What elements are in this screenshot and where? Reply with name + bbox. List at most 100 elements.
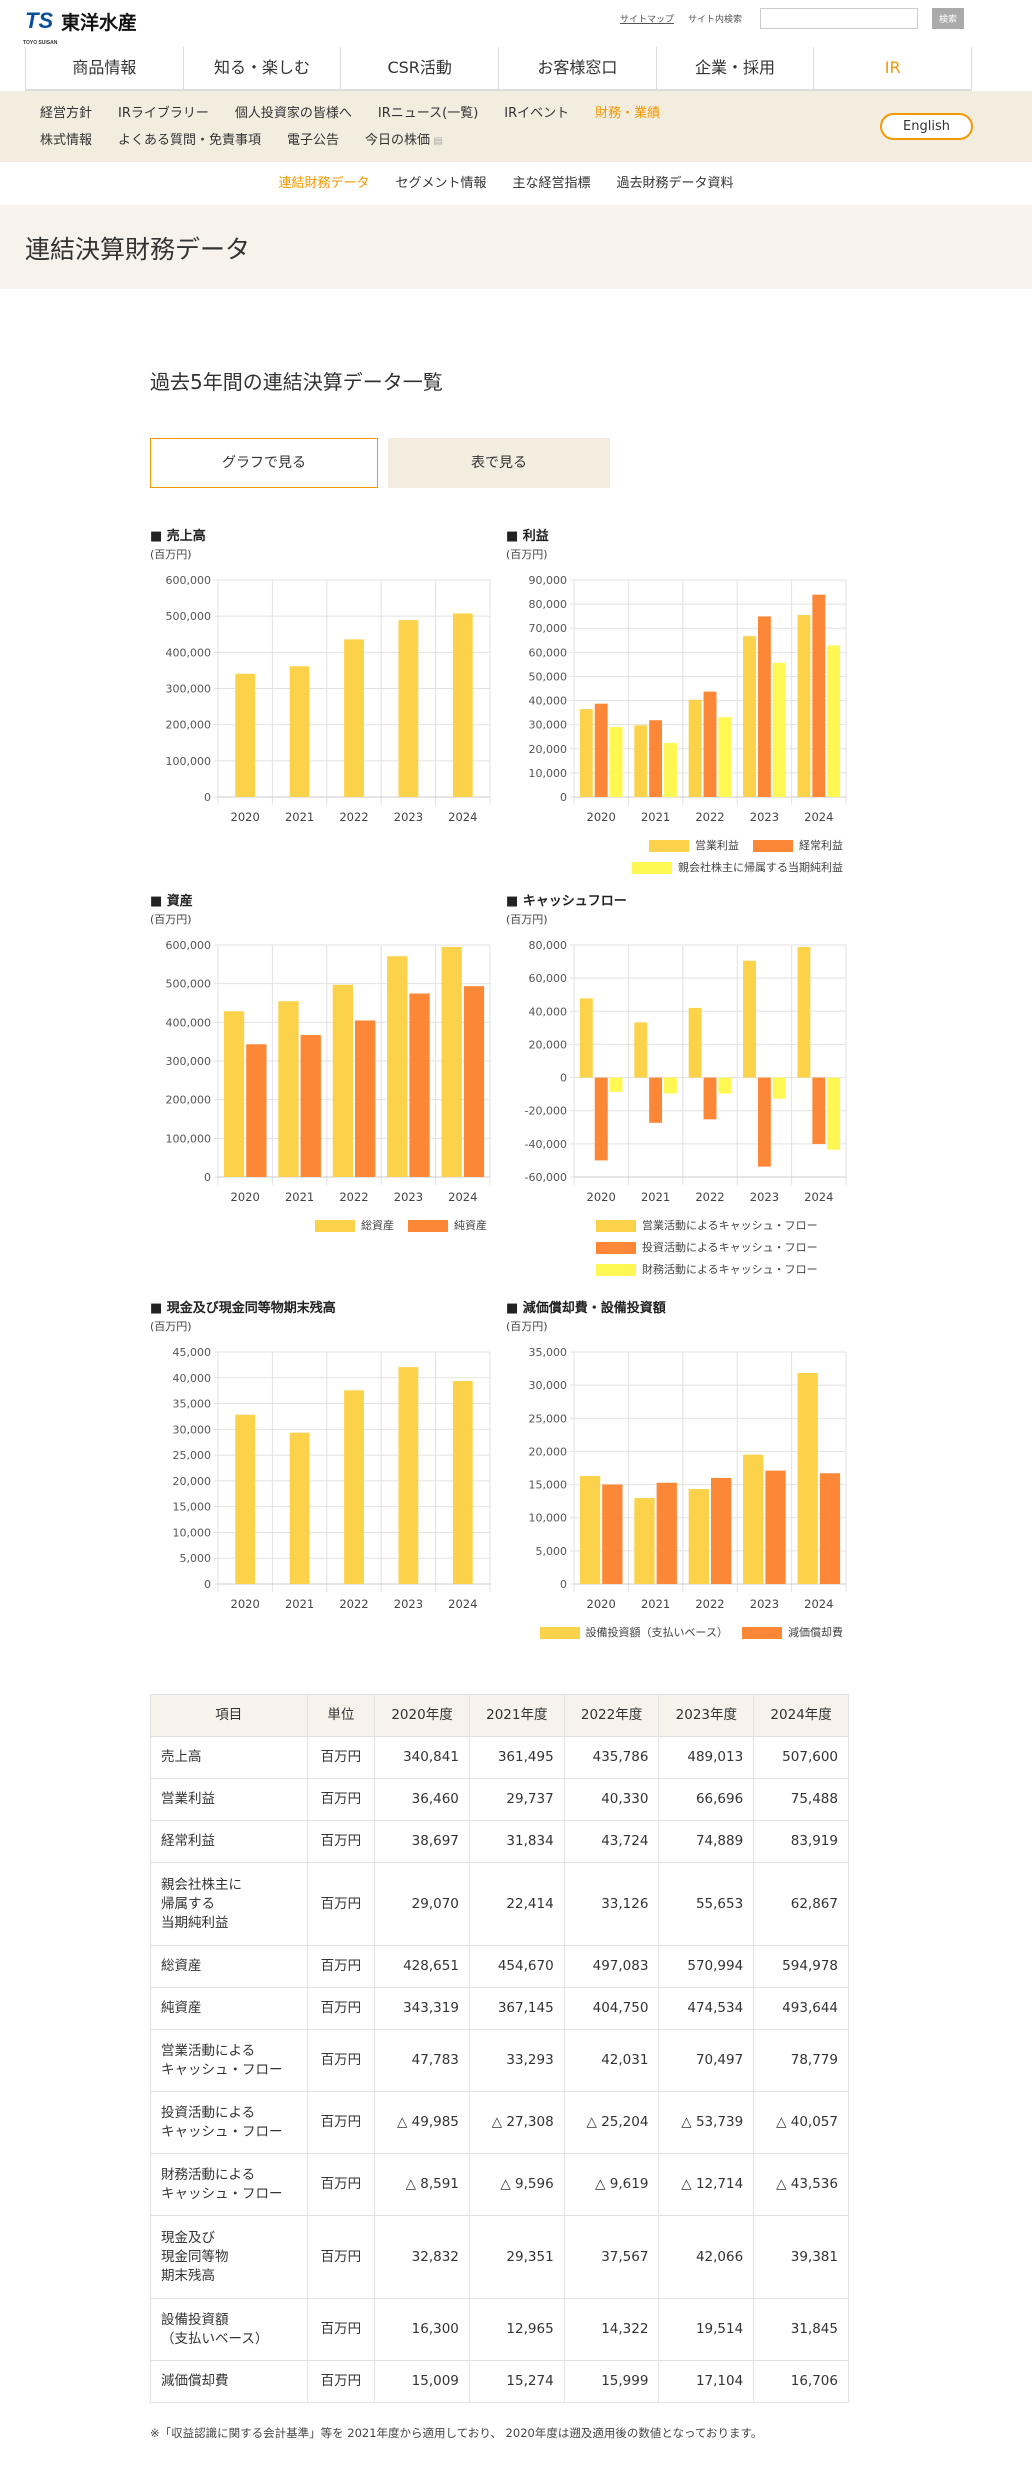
nav-csr[interactable]: CSR活動 <box>340 47 498 89</box>
value-cell: △ 12,714 <box>658 2153 755 2216</box>
bar-sales-2024-0 <box>452 613 473 797</box>
value-cell: 19,514 <box>658 2298 755 2361</box>
nav-ir[interactable]: IR <box>813 47 973 89</box>
x-tick-label: 2020 <box>231 810 260 824</box>
value-cell: 404,750 <box>563 1987 660 2030</box>
x-tick-label: 2022 <box>695 1190 724 1204</box>
search-label: サイト内検索 <box>688 15 743 25</box>
search-input[interactable] <box>760 8 919 29</box>
column-header: 単位 <box>306 1694 376 1737</box>
x-tick-label: 2020 <box>231 1190 260 1204</box>
sitemap-link[interactable]: サイトマップ <box>620 15 675 25</box>
chart-profit: ■ 利益 (百万円) 0 10,000 20,000 30,000 40,000 50,0… <box>506 525 851 875</box>
sales-chart-svg: 0 100,000 200,000 300,000 400,000 500,000 600,… <box>166 574 491 824</box>
chart-title: ■ 減価償却費・設備投資額 <box>506 1301 666 1316</box>
value-cell: 15,009 <box>374 2360 470 2403</box>
value-cell: 43,724 <box>563 1820 660 1863</box>
unit-cell: 百万円 <box>306 2029 376 2092</box>
y-tick-label: 10,000 <box>529 767 568 780</box>
x-tick-label: 2023 <box>750 1597 779 1611</box>
view-graph-button[interactable]: グラフで見る <box>150 438 378 488</box>
nav-products[interactable]: 商品情報 <box>25 47 183 89</box>
table-row: 現金及び 現金同等物 期末残高 百万円 32,832 29,351 37,567 42,0… <box>150 2215 849 2299</box>
value-cell: 367,145 <box>468 1987 565 2030</box>
legend-item: 親会社株主に帰属する当期純利益 <box>632 859 843 875</box>
bar-cashflow-2020-0 <box>579 998 593 1078</box>
value-cell: 22,414 <box>468 1862 565 1946</box>
bar-profit-2021-1 <box>649 720 663 797</box>
value-cell: 343,319 <box>374 1987 470 2030</box>
bar-profit-2022-0 <box>688 699 702 797</box>
y-tick-label: 30,000 <box>529 719 568 732</box>
legend-swatch <box>753 840 793 852</box>
value-cell: 428,651 <box>374 1945 470 1988</box>
subnav-finance[interactable]: 財務・業績 <box>595 106 661 121</box>
bar-capex-2024-1 <box>819 1473 841 1584</box>
view-table-button[interactable]: 表で見る <box>388 438 610 488</box>
value-cell: 16,300 <box>374 2298 470 2361</box>
ir-sub-nav: 経営方針 IRライブラリー 個人投資家の皆様へ IRニュース(一覧) IRイベン… <box>0 91 1032 162</box>
x-tick-label: 2024 <box>804 810 833 824</box>
row-label: 経常利益 <box>150 1820 308 1863</box>
subnav-events[interactable]: IRイベント <box>504 106 570 121</box>
value-cell: 29,737 <box>468 1778 565 1821</box>
y-tick-label: 500,000 <box>166 610 212 623</box>
subnav-stock[interactable]: 株式情報 <box>40 133 93 148</box>
bar-cashflow-2020-2 <box>609 1077 623 1092</box>
subnav-individual[interactable]: 個人投資家の皆様へ <box>234 106 352 121</box>
table-row: 設備投資額 （支払いベース） 百万円 16,300 12,965 14,322 19,51… <box>150 2298 849 2361</box>
table-row: 減価償却費 百万円 15,009 15,274 15,999 17,104 16,706 <box>150 2360 849 2403</box>
value-cell: 55,653 <box>658 1862 755 1946</box>
bar-profit-2024-1 <box>812 594 826 797</box>
table-row: 投資活動による キャッシュ・フロー 百万円 △ 49,985 △ 27,308 △ 25… <box>150 2091 849 2154</box>
nav-company[interactable]: 企業・採用 <box>655 47 814 89</box>
x-tick-label: 2021 <box>285 810 314 824</box>
tab-segment[interactable]: セグメント情報 <box>395 176 487 191</box>
x-tick-label: 2020 <box>587 1597 616 1611</box>
table-header-row: 項目 単位 2020年度 2021年度 2022年度 2023年度 2024年度 <box>150 1694 849 1737</box>
value-cell: 31,845 <box>753 2298 849 2361</box>
column-header: 2021年度 <box>468 1694 565 1737</box>
subnav-faq[interactable]: よくある質問・免責事項 <box>118 133 262 148</box>
logo-name: 東洋水産 <box>61 12 138 34</box>
x-tick-label: 2021 <box>641 1190 670 1204</box>
y-tick-label: 20,000 <box>529 743 568 756</box>
value-cell: 78,779 <box>753 2029 849 2092</box>
y-tick-label: 400,000 <box>166 1016 212 1029</box>
table-row: 親会社株主に 帰属する 当期純利益 百万円 29,070 22,414 33,126 55… <box>150 1862 849 1946</box>
english-button[interactable]: English <box>880 113 973 140</box>
y-tick-label: -40,000 <box>525 1138 567 1151</box>
y-tick-label: 60,000 <box>529 972 568 985</box>
value-cell: 497,083 <box>563 1945 660 1988</box>
table-row: 総資産 百万円 428,651 454,670 497,083 570,994 594,97… <box>150 1945 849 1988</box>
subnav-policy[interactable]: 経営方針 <box>40 106 93 121</box>
subnav-library[interactable]: IRライブラリー <box>118 106 209 121</box>
logo[interactable]: TS TOYO SUISAN 東洋水産 <box>23 8 138 46</box>
x-tick-label: 2022 <box>339 1597 368 1611</box>
bar-cash-2023-0 <box>398 1367 419 1584</box>
search-button[interactable]: 検索 <box>932 8 965 29</box>
subnav-public-notice[interactable]: 電子公告 <box>287 133 340 148</box>
cashflow-chart-svg: -60,000 -40,000 -20,000 0 20,000 40,000 60,000… <box>525 939 847 1204</box>
legend-label: 営業活動によるキャッシュ・フロー <box>642 1219 818 1232</box>
legend-label: 総資産 <box>361 1219 394 1232</box>
tab-indicators[interactable]: 主な経営指標 <box>512 176 591 191</box>
unit-cell: 百万円 <box>306 1945 376 1988</box>
bar-cashflow-2021-0 <box>634 1022 648 1078</box>
value-cell: 39,381 <box>753 2215 849 2299</box>
bar-capex-2021-0 <box>634 1498 655 1584</box>
nav-learn[interactable]: 知る・楽しむ <box>182 47 341 89</box>
tab-consolidated[interactable]: 連結財務データ <box>278 176 370 191</box>
nav-customer[interactable]: お客様窓口 <box>498 47 656 89</box>
x-tick-label: 2024 <box>448 1190 477 1204</box>
subnav-stock-price[interactable]: 今日の株価 ▤ <box>365 133 443 148</box>
bar-assets-2024-0 <box>441 946 462 1177</box>
chart-title: ■ キャッシュフロー <box>506 894 627 909</box>
value-cell: 29,351 <box>468 2215 565 2299</box>
subnav-news[interactable]: IRニュース(一覧) <box>377 106 479 121</box>
bar-cashflow-2023-2 <box>772 1077 786 1099</box>
bar-assets-2021-0 <box>278 1001 299 1177</box>
tab-past-data[interactable]: 過去財務データ資料 <box>616 176 734 191</box>
value-cell: 454,670 <box>468 1945 565 1988</box>
y-tick-label: 45,000 <box>173 1346 212 1359</box>
